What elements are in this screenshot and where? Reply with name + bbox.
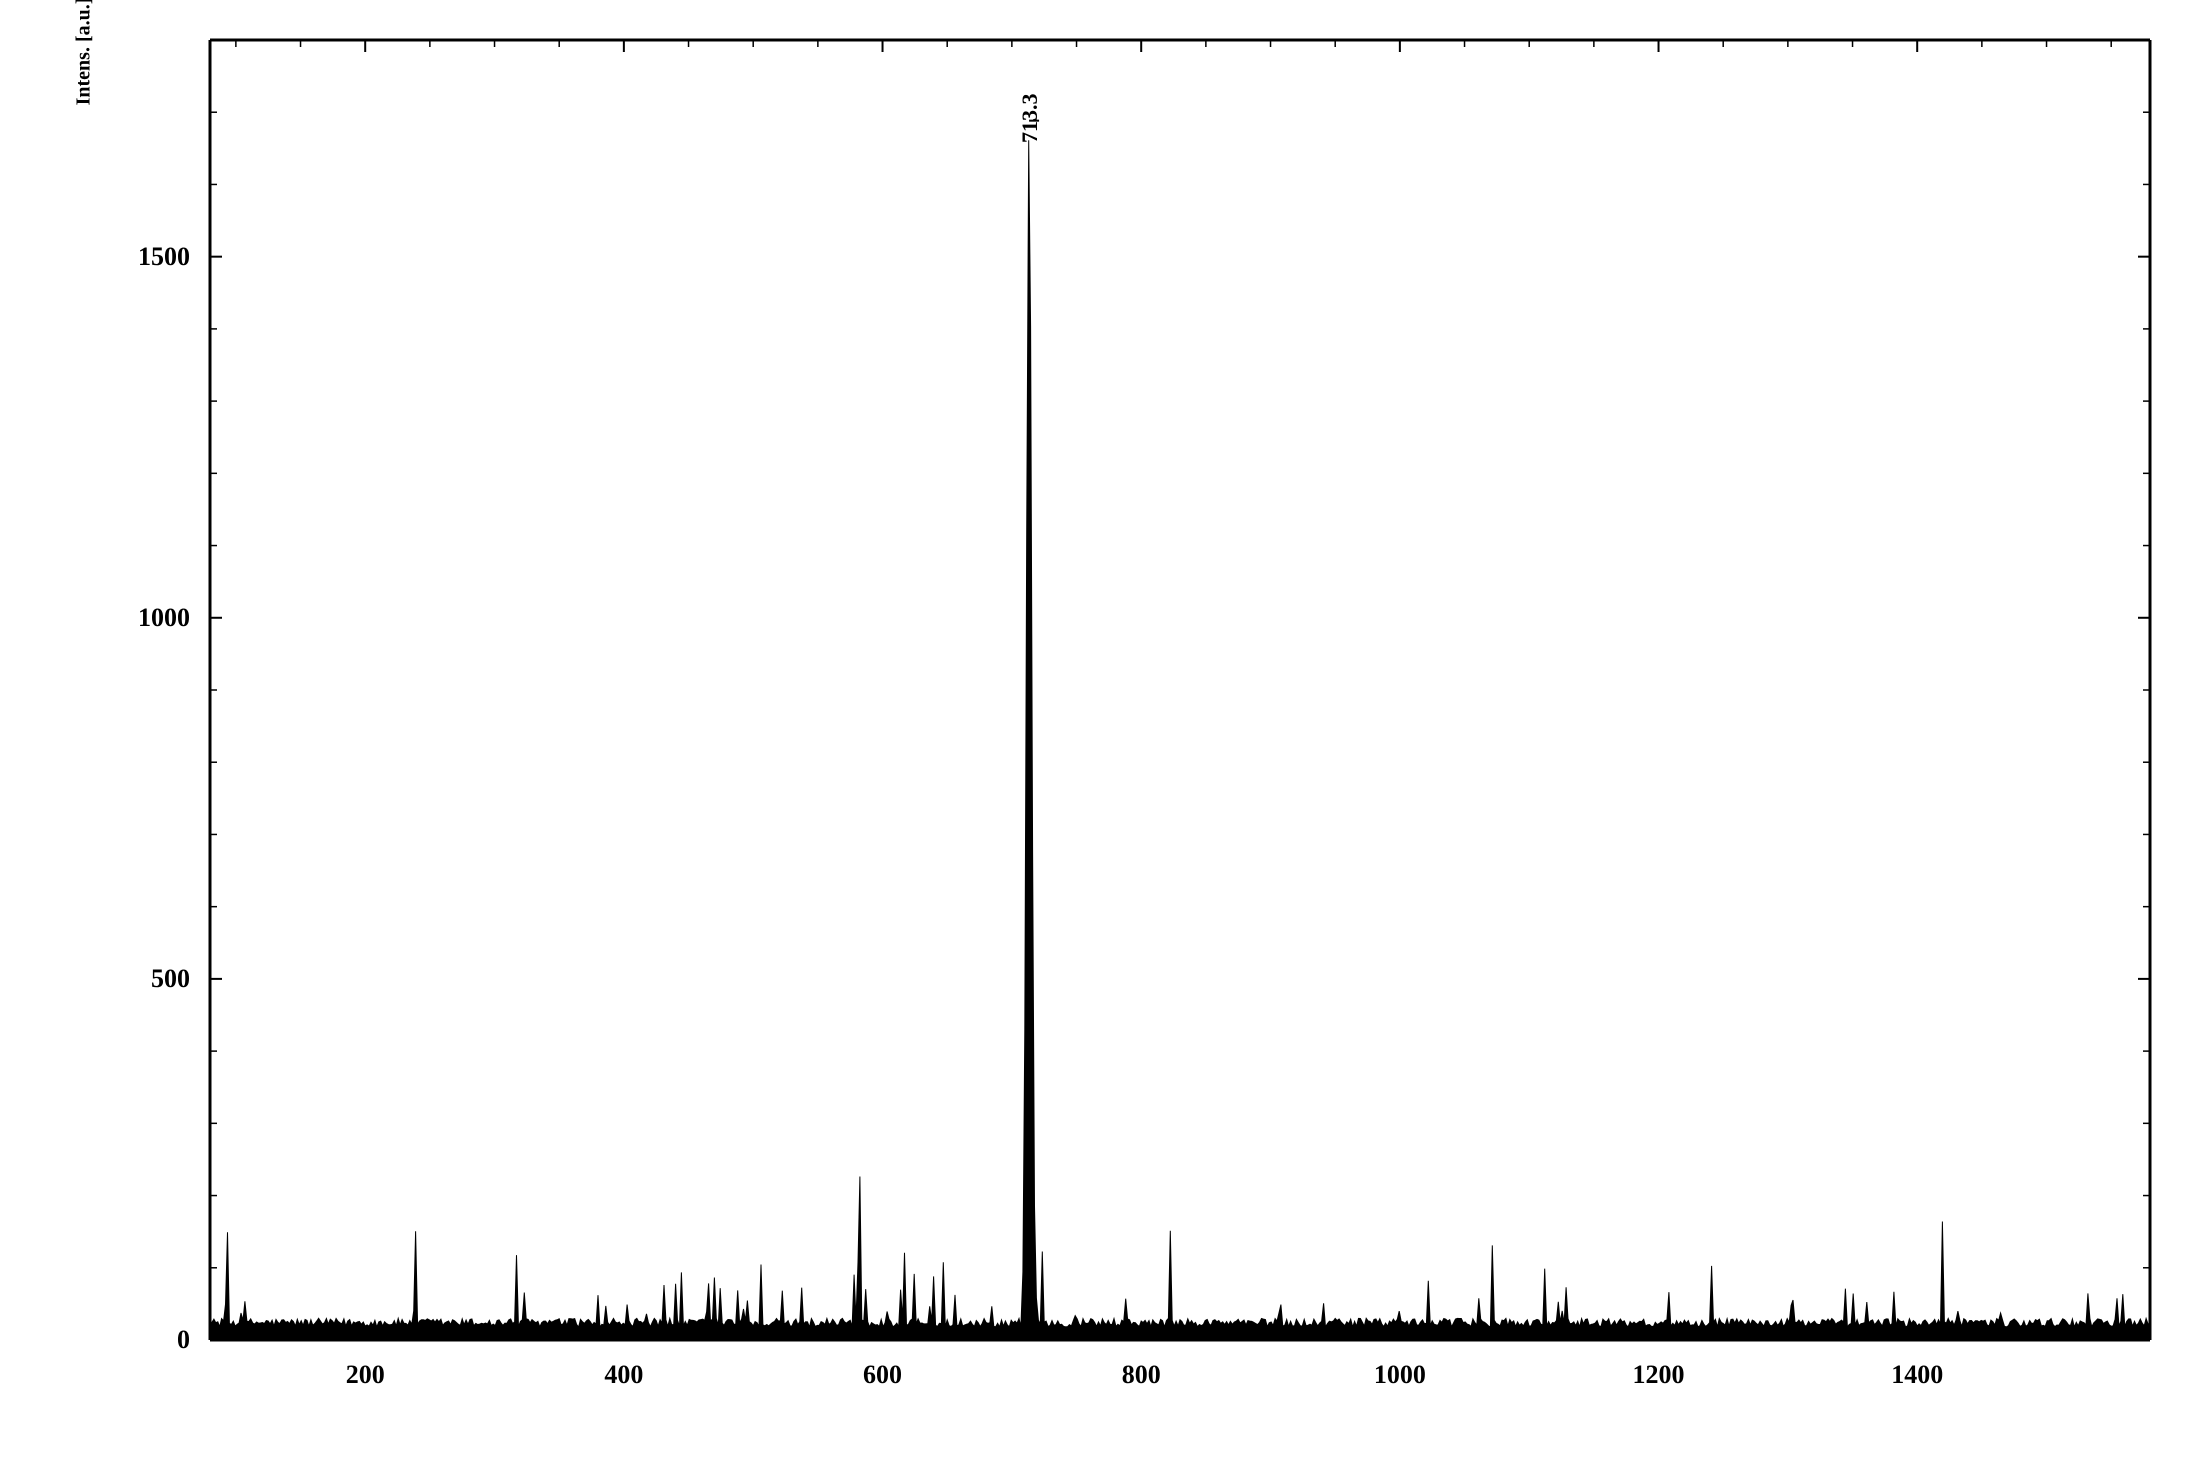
y-axis-title: Intens. [a.u.] [72, 0, 95, 105]
y-tick-label: 500 [151, 964, 190, 994]
spectrum-chart: Intens. [a.u.] 0500100015002004006008001… [100, 20, 2160, 1420]
x-tick-label: 800 [1122, 1360, 1161, 1390]
x-tick-label: 1200 [1633, 1360, 1685, 1390]
x-tick-label: 1400 [1891, 1360, 1943, 1390]
peak-label: 713.3 [1017, 93, 1043, 143]
x-tick-label: 600 [863, 1360, 902, 1390]
x-tick-label: 400 [604, 1360, 643, 1390]
x-tick-label: 1000 [1374, 1360, 1426, 1390]
y-tick-label: 1000 [138, 603, 190, 633]
y-tick-label: 1500 [138, 242, 190, 272]
chart-canvas [100, 20, 2160, 1420]
y-tick-label: 0 [177, 1325, 190, 1355]
x-tick-label: 200 [346, 1360, 385, 1390]
